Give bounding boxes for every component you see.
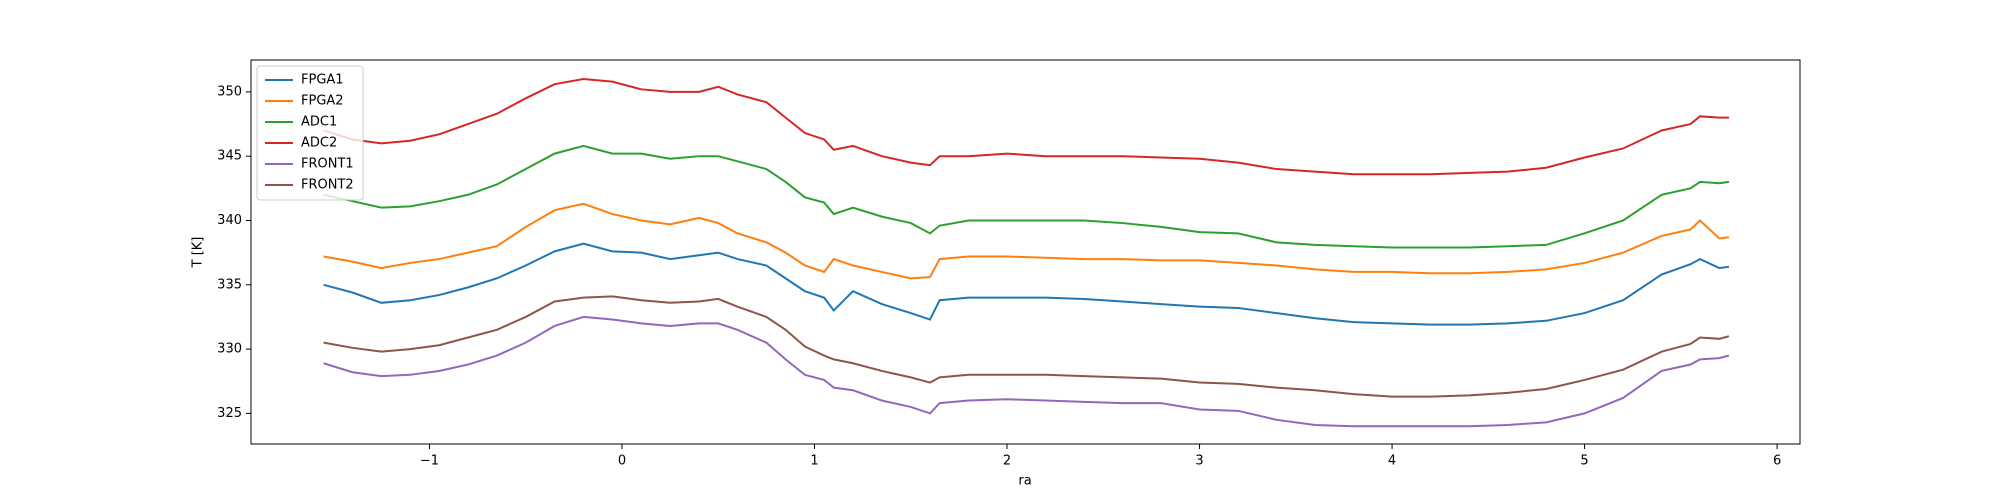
plot-frame — [250, 59, 1801, 445]
legend-label: ADC2 — [301, 136, 337, 151]
series-line — [323, 202, 1730, 280]
y-tick-label: 325 — [217, 406, 242, 421]
x-tick-label: 2 — [1003, 454, 1011, 469]
x-tick-label: 3 — [1195, 454, 1203, 469]
x-tick-label: −1 — [420, 454, 439, 469]
y-axis-label: T [K] — [191, 237, 206, 269]
x-tick-label: 0 — [618, 454, 626, 469]
y-tick-label: 335 — [217, 277, 242, 292]
legend-label: FRONT1 — [301, 157, 354, 172]
legend-label: FPGA2 — [301, 94, 344, 109]
series-line — [323, 144, 1730, 249]
legend-box — [256, 65, 364, 201]
y-tick-label: 345 — [217, 149, 242, 164]
legend-label: ADC1 — [301, 115, 337, 130]
y-tick-label: 340 — [217, 213, 242, 228]
x-axis-label: ra — [1018, 474, 1031, 489]
legend-label: FPGA1 — [301, 73, 344, 88]
x-tick-label: 5 — [1580, 454, 1588, 469]
series-line — [323, 295, 1730, 398]
x-tick-label: 4 — [1388, 454, 1396, 469]
legend-label: FRONT2 — [301, 178, 354, 193]
x-tick-label: 1 — [810, 454, 818, 469]
series-line — [323, 242, 1730, 326]
y-tick-label: 350 — [217, 84, 242, 99]
series-line — [323, 315, 1730, 428]
series-line — [323, 78, 1729, 176]
y-tick-label: 330 — [217, 342, 242, 357]
x-tick-label: 6 — [1773, 454, 1781, 469]
